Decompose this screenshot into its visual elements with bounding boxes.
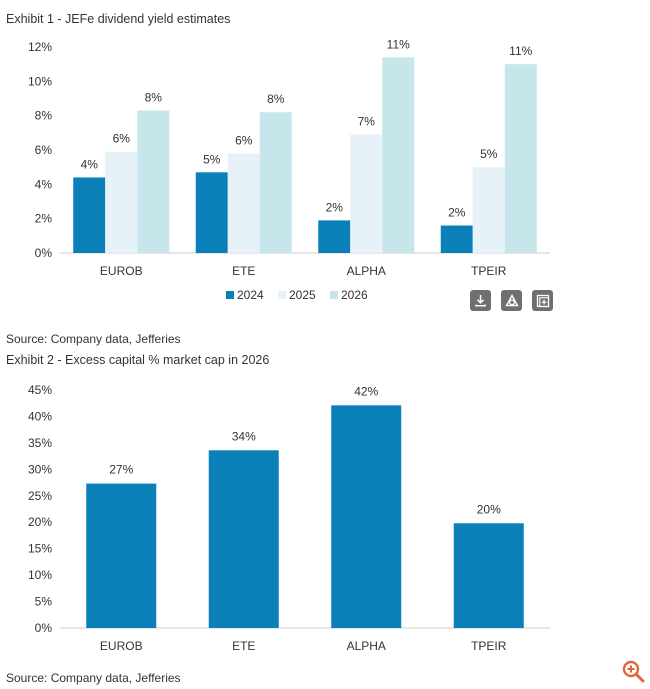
legend-swatch-2026 [330,291,338,299]
bar-2024-alpha [318,220,351,253]
exhibit1-source: Source: Company data, Jefferies [6,332,181,346]
y-tick-label: 10% [28,74,52,88]
data-label: 8% [267,92,285,106]
data-label: 4% [81,157,99,171]
expand-plus-icon [536,294,549,307]
y-tick-label: 45% [28,383,52,397]
bar-2026-ete [259,112,292,253]
data-label: 2% [326,200,344,214]
y-tick-label: 12% [28,40,52,54]
y-tick-label: 4% [35,177,53,191]
y-tick-label: 10% [28,568,52,582]
excess-capital-chart: 0% 5% 10% 15% 20% 25% 30% 35% 40% 45% 27% EUROB 34% E… [28,383,550,653]
y-tick-label: 0% [35,621,53,635]
expand-button[interactable] [532,290,553,311]
y-tick-label: 6% [35,143,53,157]
x-tick-label: ALPHA [347,264,386,278]
legend-label-2025: 2025 [289,288,316,302]
zoom-button[interactable] [620,658,646,684]
bar-eurob [86,483,157,628]
data-label: 5% [203,152,221,166]
bar-ete [208,450,279,628]
bar-alpha [331,405,402,628]
data-label: 20% [477,502,501,516]
shapes-icon [504,293,519,306]
data-label: 6% [113,132,131,146]
download-button[interactable] [470,290,491,311]
bar-2025-ete [227,153,260,253]
bar-2024-eurob [73,177,106,253]
data-label: 11% [387,37,410,51]
data-label: 42% [354,384,378,398]
bar-tpeir [453,523,524,628]
data-label: 2% [448,206,466,220]
y-tick-label: 25% [28,489,52,503]
exhibit2-source: Source: Company data, Jefferies [6,671,181,685]
data-label: 11% [509,44,532,58]
x-tick-label: TPEIR [471,264,507,278]
x-tick-label: ALPHA [347,639,386,653]
shapes-button[interactable] [501,290,522,311]
y-tick-label: 5% [35,595,53,609]
x-tick-label: TPEIR [471,639,507,653]
y-tick-label: 0% [35,246,53,260]
data-label: 7% [358,115,376,129]
data-label: 6% [235,133,253,147]
bar-2025-eurob [105,151,138,253]
bar-2025-tpeir [472,167,505,253]
data-label: 5% [480,147,498,161]
legend-swatch-2025 [278,291,286,299]
legend-label-2026: 2026 [341,288,368,302]
bar-2026-tpeir [504,64,537,253]
y-tick-label: 2% [35,212,53,226]
y-tick-label: 40% [28,409,52,423]
exhibit2-title: Exhibit 2 - Excess capital % market cap … [6,353,270,367]
y-tick-label: 20% [28,515,52,529]
exhibit1-title: Exhibit 1 - JEFe dividend yield estimate… [6,12,231,26]
x-tick-label: EUROB [100,639,143,653]
y-tick-label: 15% [28,542,52,556]
bar-2024-tpeir [440,225,473,253]
y-tick-label: 35% [28,436,52,450]
y-tick-label: 30% [28,462,52,476]
x-tick-label: ETE [232,639,255,653]
legend-label-2024: 2024 [237,288,264,302]
x-tick-label: EUROB [100,264,143,278]
y-tick-label: 8% [35,109,53,123]
data-label: 8% [145,91,163,105]
bar-2024-ete [195,172,228,253]
data-label: 27% [109,463,133,477]
bar-2026-eurob [137,110,170,254]
x-tick-label: ETE [232,264,255,278]
data-label: 34% [232,429,256,443]
download-icon [475,295,486,307]
bar-2025-alpha [350,134,383,253]
zoom-in-icon [622,660,645,683]
legend-swatch-2024 [226,291,234,299]
bar-2026-alpha [382,57,415,253]
dividend-yield-chart: 0% 2% 4% 6% 8% 10% 12% 4% 6% 8% EUROB 5% 6% 8% ETE 2% 7%… [28,37,550,302]
